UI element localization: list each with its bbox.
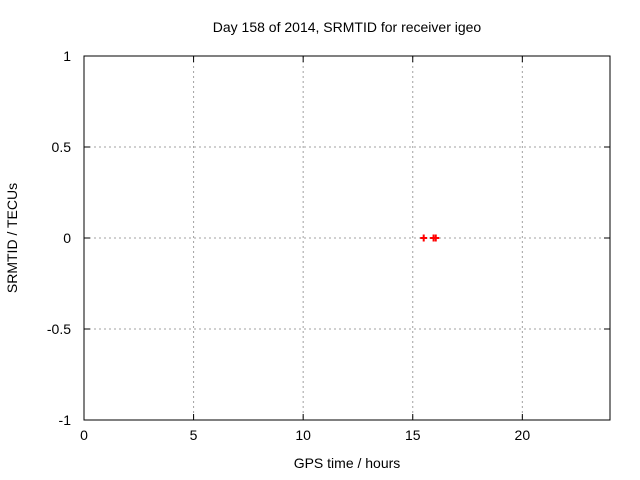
y-tick-label: -1 bbox=[59, 412, 72, 428]
x-tick-label: 10 bbox=[295, 427, 311, 443]
x-tick-label: 5 bbox=[190, 427, 198, 443]
x-tick-label: 0 bbox=[80, 427, 88, 443]
y-tick-label: 0.5 bbox=[52, 139, 72, 155]
y-tick-label: -0.5 bbox=[47, 321, 71, 337]
plot-border bbox=[83, 55, 611, 421]
chart-title: Day 158 of 2014, SRMTID for receiver ige… bbox=[212, 19, 482, 35]
x-axis-label: GPS time / hours bbox=[293, 455, 401, 471]
x-tick-label: 20 bbox=[515, 427, 531, 443]
y-tick-label: 1 bbox=[63, 48, 71, 64]
x-tick-label: 15 bbox=[405, 427, 421, 443]
y-tick-label: 0 bbox=[63, 230, 71, 246]
